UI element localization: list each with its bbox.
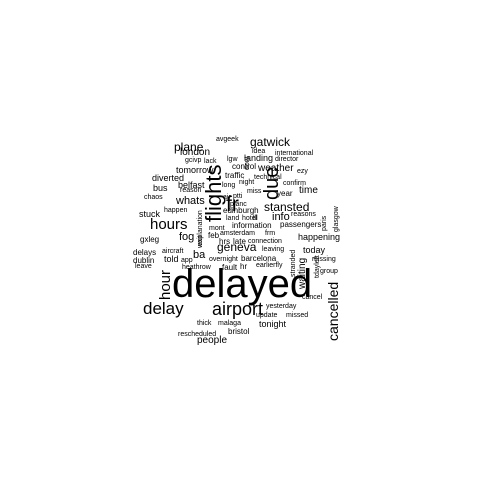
word-gatwick: gatwick xyxy=(250,135,291,149)
word-tomorrow: tomorrow xyxy=(176,165,214,175)
word-traffic: traffic xyxy=(225,171,245,180)
word-hotel: hotel xyxy=(242,215,258,222)
word-information: information xyxy=(232,221,272,230)
word-ezy: ezy xyxy=(297,168,308,175)
word-happen: happen xyxy=(164,207,188,214)
word-diverted: diverted xyxy=(152,173,185,183)
word-london: london xyxy=(180,147,211,158)
word-barcelona: barcelona xyxy=(241,254,277,263)
word-rescheduled: rescheduled xyxy=(178,331,217,338)
word-geneva: geneva xyxy=(217,240,257,254)
word-thick: thick xyxy=(197,320,212,327)
word-late: late xyxy=(233,237,246,246)
word-hours: hours xyxy=(150,216,188,233)
word-lgw: lgw xyxy=(227,156,238,163)
word-landing: landing xyxy=(244,153,274,163)
word-land: land xyxy=(226,215,240,222)
word-stansted: stansted xyxy=(264,200,310,214)
word-edinburgh: edinburgh xyxy=(223,206,259,215)
word-plane: plane xyxy=(174,140,204,154)
word-cancelled: cancelled xyxy=(325,281,341,341)
word-ptti: ptti xyxy=(233,193,243,200)
word-today: today xyxy=(303,245,326,255)
word-dont: dont xyxy=(244,156,251,170)
word-yesterday: yesterday xyxy=(266,303,297,310)
word-missed: missed xyxy=(286,312,309,319)
word-told: told xyxy=(164,254,179,264)
word-overnight: overnight xyxy=(209,256,238,263)
word-waiting: waiting xyxy=(297,257,308,289)
word-control: control xyxy=(232,162,257,171)
word-people: people xyxy=(197,335,228,346)
word-malaga: malaga xyxy=(218,320,241,327)
word-passengers: passengers xyxy=(280,220,322,229)
word-delayed: delayed xyxy=(172,262,313,306)
word-hour: hour xyxy=(157,269,174,300)
word-amsterdam: amsterdam xyxy=(220,230,256,237)
word-stranded: stranded xyxy=(290,249,297,277)
word-time: time xyxy=(299,185,318,196)
word-bristol: bristol xyxy=(228,327,250,336)
word-cancel: cancel xyxy=(302,294,323,301)
word-chaos: chaos xyxy=(144,194,163,201)
word-app: app xyxy=(181,257,193,264)
word-dublin: dublin xyxy=(133,256,155,265)
word-confirm: confirm xyxy=(283,180,306,187)
word-international: international xyxy=(275,150,314,157)
word-reasons: reasons xyxy=(291,211,316,218)
word-missing: missing xyxy=(312,256,336,263)
word-paris: paris xyxy=(321,215,328,231)
word-info: info xyxy=(272,211,290,223)
word-delay: delay xyxy=(143,299,184,318)
word-night: night xyxy=(239,179,255,186)
word-group: group xyxy=(320,268,338,275)
word-lack: lack xyxy=(204,158,217,165)
word-planc: planc xyxy=(230,201,247,208)
word-fr: fr xyxy=(226,193,239,216)
word-technical: technical xyxy=(254,174,282,181)
word-fog: fog xyxy=(179,231,195,243)
word-heathrow: heathrow xyxy=(182,264,211,271)
word-director: director xyxy=(275,156,299,163)
word-leaving: leaving xyxy=(262,246,285,253)
word-frm: frm xyxy=(265,230,276,237)
word-long: long xyxy=(222,182,236,189)
word-glasgow: glasgow xyxy=(333,206,340,232)
word-update: update xyxy=(256,312,278,319)
word-stuck: stuck xyxy=(139,209,161,219)
word-connection: connection xyxy=(248,238,282,245)
word-weather: weather xyxy=(258,163,294,174)
word-airport: airport xyxy=(212,299,264,319)
word-mont: mont xyxy=(209,225,225,232)
word-feb: feb xyxy=(208,231,220,240)
word-whats: whats xyxy=(176,195,205,207)
word-fault: fault xyxy=(222,263,238,272)
word-happening: happening xyxy=(298,232,341,242)
word-gcivp: gcivp xyxy=(185,157,202,164)
word-earlierfly: earlierfly xyxy=(256,262,283,269)
word-lll: lll xyxy=(253,215,258,222)
word-bus: bus xyxy=(153,183,168,193)
word-leave: leave xyxy=(135,263,152,270)
word-air: air xyxy=(223,194,231,201)
word-delays: delays xyxy=(133,248,157,257)
word-gxleg: gxleg xyxy=(140,235,160,244)
word-aircraft: aircraft xyxy=(162,248,184,255)
word-idea: idea xyxy=(252,148,266,155)
word-wait: wait xyxy=(197,235,204,248)
word-miss: miss xyxy=(247,188,262,195)
word-belfast: belfast xyxy=(178,180,205,190)
word-hr: hr xyxy=(240,262,248,271)
word-tonight: tonight xyxy=(259,319,287,329)
word-hrs: hrs xyxy=(219,237,231,246)
word-year: year xyxy=(277,189,293,198)
word-reason: reason xyxy=(180,187,202,194)
word-ba: ba xyxy=(193,249,206,261)
word-avgeek: avgeek xyxy=(216,136,239,143)
